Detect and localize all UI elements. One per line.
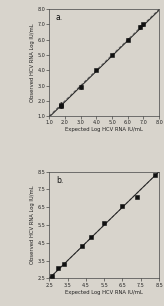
X-axis label: Expected Log HCV RNA IU/mL: Expected Log HCV RNA IU/mL (65, 290, 143, 295)
Y-axis label: Observed HCV RNA Log IU/mL: Observed HCV RNA Log IU/mL (30, 186, 35, 264)
Text: a.: a. (56, 13, 63, 22)
Y-axis label: Observed HCV RNA Log IU/mL: Observed HCV RNA Log IU/mL (30, 23, 35, 102)
X-axis label: Expected Log HCV RNA IU/mL: Expected Log HCV RNA IU/mL (65, 127, 143, 132)
Text: b.: b. (56, 176, 63, 185)
